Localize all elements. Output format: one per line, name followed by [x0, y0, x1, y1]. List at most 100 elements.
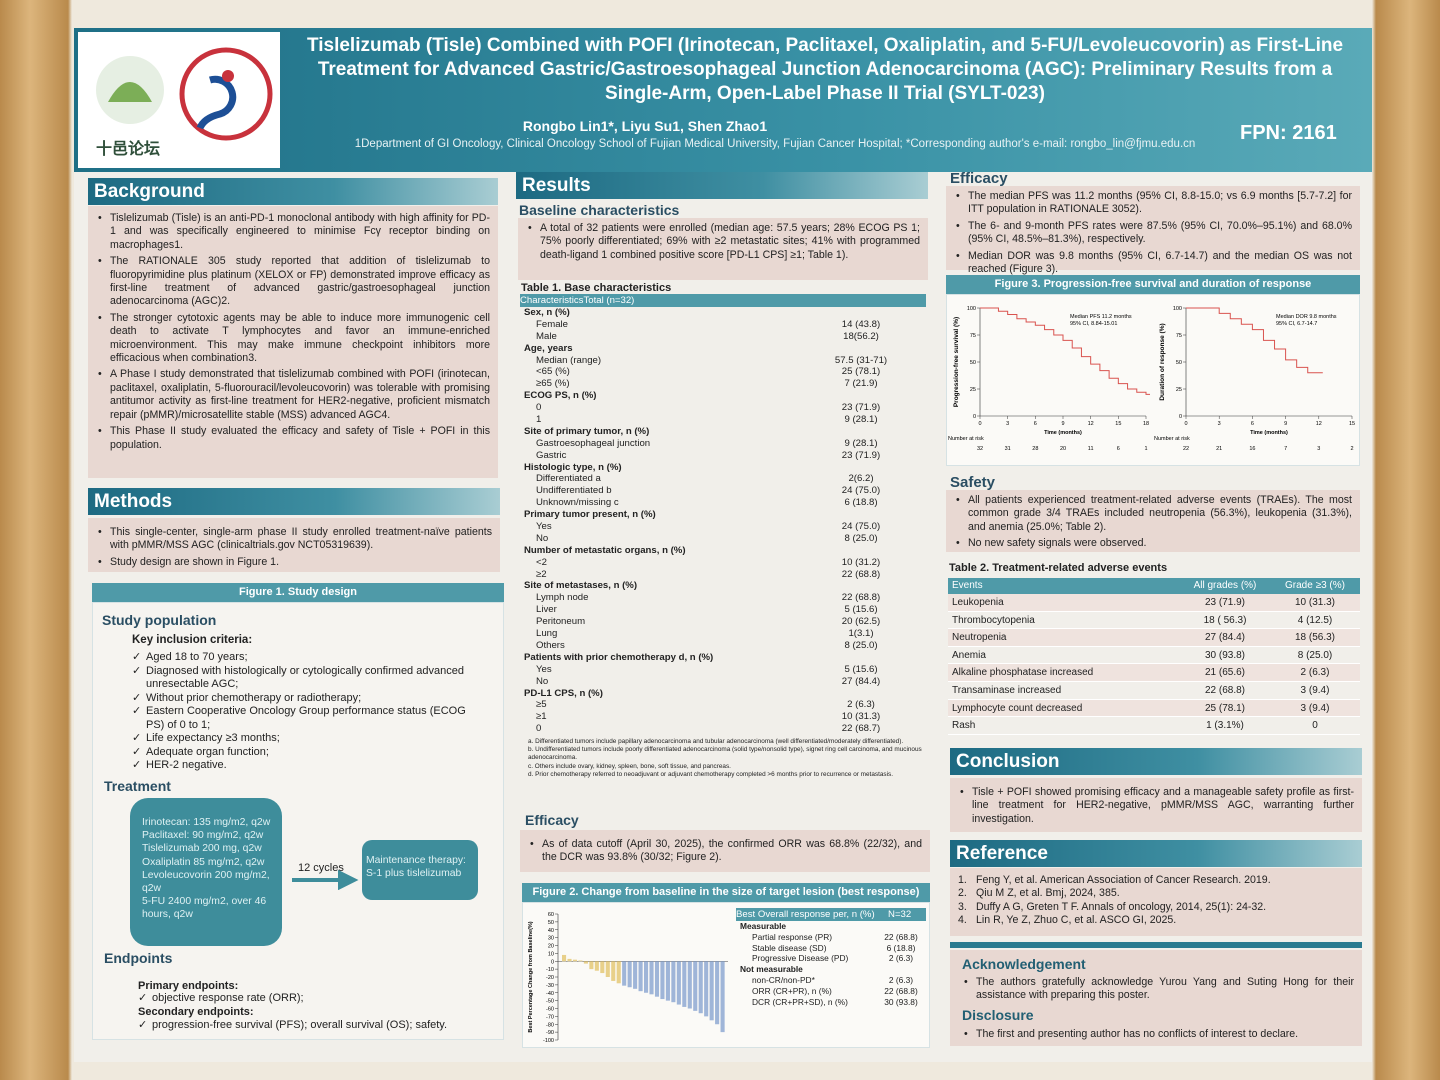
bullet: A Phase I study demonstrated that tislel…: [96, 368, 490, 422]
cell-label: Primary tumor present, n (%): [524, 509, 656, 521]
bullet: This Phase II study evaluated the effica…: [96, 425, 490, 452]
cell-value: 23 (71.9): [841, 402, 881, 414]
figure-title: Figure 1. Study design: [92, 583, 504, 602]
cell-label: Yes: [536, 663, 552, 675]
reference: Qiu M Z, et al. Bmj, 2024, 385.: [976, 887, 1120, 900]
cell-label: Stable disease (SD): [752, 942, 827, 953]
x-tick-label: 3: [1218, 421, 1221, 427]
bar: [572, 959, 578, 962]
y-tick-label: 60: [548, 912, 554, 918]
cell-label: ≥1: [536, 711, 547, 723]
y-tick-label: 75: [970, 333, 976, 339]
cell-value: 0: [1312, 720, 1318, 732]
bar: [698, 961, 703, 1014]
y-tick-label: -20: [546, 975, 554, 981]
cell-value: 22 (68.8): [841, 592, 881, 604]
section-heading: Results: [516, 172, 928, 199]
risk-label: Number at risk: [1154, 436, 1190, 442]
cell-value: 2 (6.3): [1300, 667, 1330, 679]
subheading: Efficacy: [525, 812, 579, 828]
cell-value: 23 (71.9): [841, 449, 881, 461]
survival-curve: [1186, 307, 1323, 374]
table-row: ORR (CR+PR), n (%) 22 (68.8): [736, 986, 926, 997]
column-header: Grade ≥3 (%): [1285, 580, 1345, 591]
risk-number: 32: [977, 446, 983, 452]
bar: [605, 961, 610, 977]
survival-curve: [980, 307, 1150, 395]
bullet: This single-center, single-arm phase II …: [96, 526, 492, 553]
x-tick-label: 9: [1284, 421, 1287, 427]
affiliation: 1Department of GI Oncology, Clinical Onc…: [354, 138, 1196, 150]
cell-label: DCR (CR+PR+SD), n (%): [752, 996, 848, 1007]
x-tick-label: 12: [1088, 421, 1094, 427]
table-title: Table 2. Treatment-related adverse event…: [949, 562, 1168, 574]
figure-title: Figure 2. Change from baseline in the si…: [522, 883, 930, 902]
cell-label: Neutropenia: [952, 632, 1007, 644]
bar: [720, 961, 725, 1033]
figure-panel: [946, 294, 1360, 466]
bar: [654, 961, 660, 997]
cell-value: 10 (31.3): [841, 711, 881, 723]
table-row: Age, years: [520, 343, 926, 355]
cell-value: 21 (65.6): [1204, 667, 1246, 679]
bar: [622, 961, 627, 986]
cell-label: <65 (%): [536, 366, 570, 378]
cell-value: 57.5 (31-71): [834, 354, 888, 366]
cell-label: Patients with prior chemotherapy d, n (%…: [524, 651, 714, 663]
y-tick-label: -10: [546, 967, 554, 973]
methods-text: This single-center, single-arm phase II …: [88, 518, 500, 572]
risk-number: 11: [1088, 446, 1094, 452]
bar: [649, 961, 654, 995]
risk-number: 6: [1117, 446, 1120, 452]
annotation: 95% CI, 8.84-15.01: [1070, 321, 1117, 327]
table-row: Rash 1 (3.1%) 0: [948, 717, 1360, 735]
y-tick-label: -60: [546, 1007, 554, 1013]
bar: [660, 961, 665, 1000]
logo-dot: [222, 70, 234, 82]
table-row: Undifferentiated b 24 (75.0): [520, 485, 926, 497]
criteria-list: Aged 18 to 70 years;Diagnosed with histo…: [132, 651, 467, 773]
cell-value: 5 (15.6): [844, 663, 878, 675]
bullet: As of data cutoff (April 30, 2025), the …: [528, 838, 922, 865]
header-band: [74, 28, 1372, 172]
x-tick-label: 6: [1034, 421, 1037, 427]
bar: [682, 961, 687, 1007]
cell-value: 22 (68.8): [1204, 684, 1246, 696]
table-row: No 8 (25.0): [520, 533, 926, 545]
cell-label: Anemia: [952, 649, 986, 661]
regimen-item: Paclitaxel: 90 mg/m2, q2w: [142, 830, 264, 842]
subheading: Treatment: [104, 778, 171, 794]
table-header: Best Overall response per, n (%) N=32: [736, 908, 926, 921]
cell-label: ECOG PS, n (%): [524, 390, 597, 402]
table-row: Leukopenia 23 (71.9) 10 (31.3): [948, 594, 1360, 612]
y-tick-label: 0: [973, 414, 976, 420]
waterfall-chart: Best Percentage Change from Baseline(%) 6…: [528, 912, 728, 1044]
km-plot: Duration of response (%)0255075100022321…: [1154, 306, 1355, 452]
conclusion-text: Tisle + POFI showed promising efficacy a…: [950, 778, 1362, 832]
bar: [638, 961, 643, 992]
criterion: HER-2 negative.: [132, 759, 467, 773]
cell-value: 6 (18.8): [844, 497, 878, 509]
table-row: Histologic type, n (%): [520, 462, 926, 474]
table-row: Lung 1(3.1): [520, 628, 926, 640]
cell-value: 18 ( 56.3): [1203, 614, 1247, 626]
table-row: Sex, n (%): [520, 307, 926, 319]
y-tick-label: -50: [546, 999, 554, 1005]
table-row: Stable disease (SD) 6 (18.8): [736, 943, 926, 954]
y-tick-label: 50: [970, 360, 976, 366]
annotation: Median DOR 9.8 months: [1276, 314, 1337, 320]
bullet: The median PFS was 11.2 months (95% CI, …: [954, 190, 1352, 217]
y-axis-label: Best Percentage Change from Baseline(%): [528, 921, 534, 1032]
cell-label: Histologic type, n (%): [524, 461, 622, 473]
column-header: All grades (%): [1193, 580, 1257, 591]
reference: Feng Y, et al. American Association of C…: [976, 874, 1271, 886]
bar: [709, 961, 714, 1021]
y-tick-label: -40: [546, 991, 554, 997]
criterion: Aged 18 to 70 years;: [132, 651, 467, 665]
y-tick-label: 50: [1176, 360, 1182, 366]
safety-text: All patients experienced treatment-relat…: [946, 490, 1360, 552]
cell-label: No: [536, 675, 549, 687]
table-row: Female 14 (43.8): [520, 319, 926, 331]
subheading: Secondary endpoints:: [138, 1006, 254, 1018]
regimen-item: Oxaliplatin 85 mg/m2, q2w: [142, 856, 265, 868]
